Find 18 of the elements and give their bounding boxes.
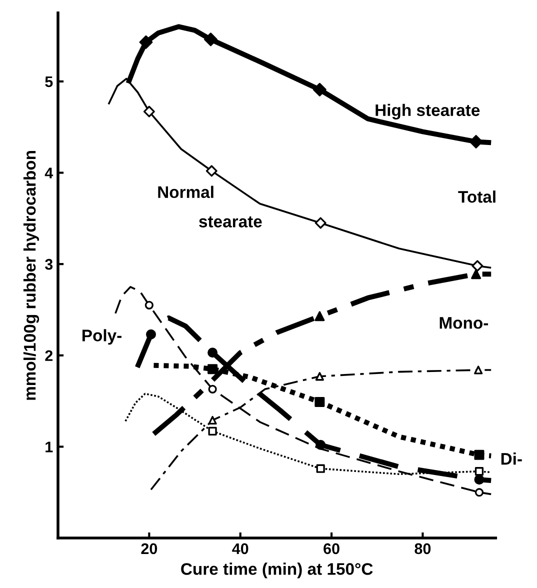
annotation: Poly- — [82, 329, 122, 345]
y-tick-label: 1 — [46, 442, 53, 452]
annotation: Mono- — [440, 317, 488, 329]
annotation: Total — [458, 190, 496, 203]
x-tick-label: 80 — [414, 543, 431, 554]
x-axis-title: Cure time (min) at 150°C — [181, 562, 373, 578]
y-tick-label: 3 — [44, 258, 53, 270]
y-tick-label: 4 — [44, 168, 54, 178]
x-tick-label: 40 — [232, 543, 248, 554]
annotation: stearate — [199, 216, 262, 228]
x-tick-label: 60 — [324, 543, 340, 554]
text: Di- — [501, 452, 522, 465]
annotation: High stearate — [376, 104, 480, 120]
y-tick-label: 2 — [45, 350, 53, 361]
y-tick-label: 5 — [45, 76, 53, 88]
y-axis-title: mmol/100g rubber hydrocarbon — [23, 151, 40, 400]
x-tick-label: 20 — [141, 543, 158, 554]
annotation: Normal — [158, 186, 214, 198]
